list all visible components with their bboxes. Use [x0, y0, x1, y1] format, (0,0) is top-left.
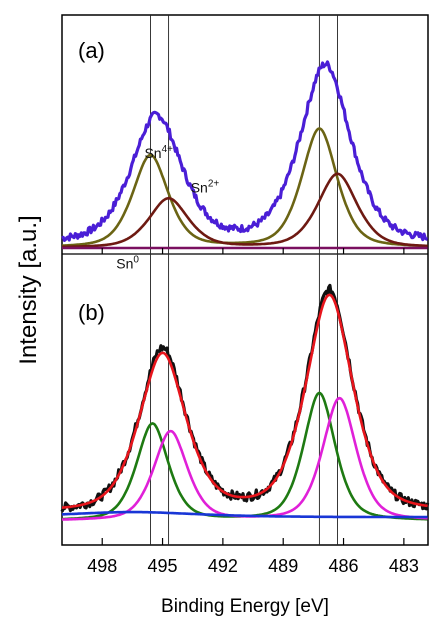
- x-tick-label: 486: [329, 556, 359, 576]
- y-axis-label: Intensity [a.u.]: [15, 215, 42, 364]
- reference-lines: [150, 15, 338, 545]
- x-axis-label: Binding Energy [eV]: [161, 596, 329, 617]
- x-tick-label: 495: [148, 556, 178, 576]
- panel-a-measured-envelope-0: [61, 60, 428, 242]
- annotation-sn-4+: Sn4+: [144, 144, 173, 161]
- panel-a-label: (a): [78, 38, 105, 63]
- spectra: [60, 60, 430, 521]
- x-tick-label: 492: [208, 556, 238, 576]
- x-tick-label: 498: [87, 556, 117, 576]
- plot-frame: [61, 14, 429, 546]
- x-tick-label: 483: [389, 556, 419, 576]
- panel-b-label: (b): [78, 300, 105, 325]
- x-axis-ticks: 498 495 492 489 486 483: [87, 248, 419, 576]
- panel-b-component-4: [61, 510, 428, 519]
- peak-annotations: Sn4+ Sn2+ Sn0: [116, 144, 219, 272]
- annotation-sn-2+: Sn2+: [191, 179, 220, 196]
- panel-a-component-1: [61, 127, 428, 248]
- annotation-sn-0: Sn0: [116, 255, 139, 272]
- panel-a-component-2: [61, 172, 428, 249]
- panel-b-fit-envelope-1: [61, 293, 428, 509]
- x-tick-label: 489: [268, 556, 298, 576]
